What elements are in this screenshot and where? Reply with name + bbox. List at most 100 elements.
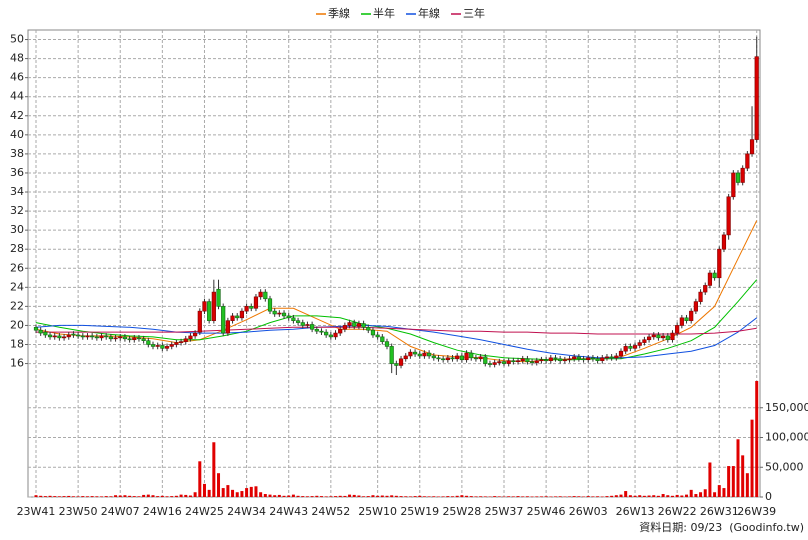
volume-bar xyxy=(568,496,572,497)
volume-bar xyxy=(170,496,174,497)
volume-bar xyxy=(685,494,689,497)
volume-bar xyxy=(156,496,160,497)
volume-bar xyxy=(717,485,721,497)
candle-body xyxy=(235,315,240,319)
candle-body xyxy=(239,310,245,319)
candle-body xyxy=(94,336,99,339)
y-tick-label: 18 xyxy=(10,338,24,351)
volume-bar xyxy=(48,495,52,497)
candle-body xyxy=(384,341,390,347)
y2-tick-label: 50,000 xyxy=(765,460,804,473)
y-tick-label: 50 xyxy=(10,33,24,46)
y-tick-label: 40 xyxy=(10,128,24,141)
volume-bar xyxy=(273,495,277,497)
volume-bar xyxy=(479,496,483,497)
volume-bar xyxy=(488,496,492,498)
candle-body xyxy=(665,335,670,341)
candle-body xyxy=(646,336,652,341)
volume-bar xyxy=(212,442,216,497)
volume-bar xyxy=(619,494,623,497)
candle-body xyxy=(497,361,502,363)
candle-body xyxy=(319,330,324,333)
volume-bar xyxy=(469,496,473,497)
candle-body xyxy=(539,359,544,362)
volume-bar xyxy=(362,496,366,497)
candle-body xyxy=(286,315,291,319)
volume-bar xyxy=(525,496,529,497)
candle-body xyxy=(207,301,212,321)
candle-body xyxy=(422,352,427,357)
volume-bar xyxy=(207,489,211,497)
candle-body xyxy=(38,329,43,334)
volume-bar xyxy=(539,496,543,497)
candle-body xyxy=(717,248,722,279)
volume-bar xyxy=(689,489,693,497)
volume-bar xyxy=(301,496,305,497)
candle-body xyxy=(745,153,750,169)
candle-body xyxy=(197,310,202,333)
candle-body xyxy=(99,335,104,339)
volume-bar xyxy=(502,496,506,498)
candle-body xyxy=(244,306,249,312)
candle-body xyxy=(380,336,385,342)
candle-body xyxy=(132,337,137,341)
volume-bar xyxy=(100,496,104,497)
y2-tick-label: 100,000 xyxy=(765,431,808,444)
candle-body xyxy=(492,362,497,365)
volume-bar xyxy=(652,495,656,497)
candle-body xyxy=(436,357,441,360)
candle-body xyxy=(693,301,698,312)
volume-bar xyxy=(553,496,557,497)
candle-body xyxy=(394,363,399,366)
volume-bar xyxy=(731,466,735,497)
candle-body xyxy=(651,334,656,338)
candle-body xyxy=(473,357,479,360)
volume-bar xyxy=(245,488,249,497)
y-tick-label: 22 xyxy=(10,299,24,312)
volume-bar xyxy=(455,495,459,497)
candle-body xyxy=(230,315,235,321)
candle-body xyxy=(281,312,287,317)
volume-bar xyxy=(572,496,576,497)
candle-body xyxy=(366,327,371,331)
volume-bar xyxy=(291,494,295,497)
candle-body xyxy=(314,328,319,332)
candle-body xyxy=(679,317,684,326)
volume-bar xyxy=(591,496,595,497)
y-tick-label: 38 xyxy=(10,147,24,160)
candle-body xyxy=(52,335,57,338)
candle-body xyxy=(632,345,638,349)
candle-body xyxy=(146,340,151,345)
x-tick-label: 24W52 xyxy=(311,505,350,518)
volume-bar xyxy=(226,485,230,497)
x-tick-label: 25W37 xyxy=(485,505,524,518)
volume-bar xyxy=(474,496,478,497)
volume-bar xyxy=(507,496,511,497)
candle-body xyxy=(614,355,619,359)
volume-bar xyxy=(680,495,684,497)
volume-bar xyxy=(184,494,188,497)
volume-bar xyxy=(371,495,375,497)
volume-bar xyxy=(408,496,412,497)
candle-body xyxy=(628,346,633,349)
volume-bar xyxy=(179,494,183,497)
volume-bar xyxy=(549,496,553,498)
candle-body xyxy=(726,196,731,236)
candle-body xyxy=(731,172,736,198)
candle-body xyxy=(347,322,352,326)
candle-body xyxy=(567,358,572,361)
candle-body xyxy=(515,360,521,363)
volume-bar xyxy=(647,495,651,497)
candle-body xyxy=(749,139,755,155)
volume-bar xyxy=(558,496,562,497)
candle-body xyxy=(76,334,81,337)
volume-bar xyxy=(39,495,43,497)
volume-bar xyxy=(441,496,445,497)
volume-bar xyxy=(755,380,759,497)
y-tick-label: 28 xyxy=(10,242,24,255)
volume-bar xyxy=(188,495,192,497)
candle-body xyxy=(572,356,577,360)
candle-body xyxy=(609,356,614,359)
volume-bar xyxy=(605,496,609,497)
volume-bar xyxy=(451,496,455,497)
